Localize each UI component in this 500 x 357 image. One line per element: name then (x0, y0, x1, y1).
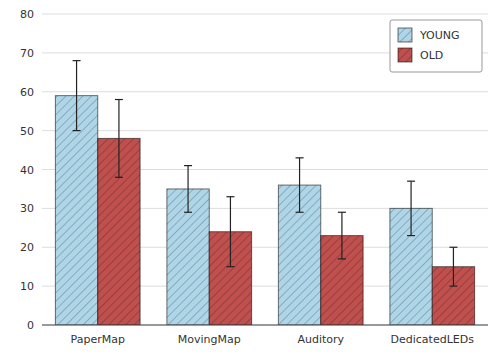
x-tick-label: Auditory (297, 333, 344, 346)
y-tick-label: 10 (20, 280, 34, 293)
y-tick-label: 50 (20, 125, 34, 138)
bars (55, 61, 474, 325)
chart-container: 0 10 20 30 40 50 60 70 80 PaperMap MovingMap Audito… (0, 0, 500, 357)
legend-box (390, 20, 482, 72)
error-bar (449, 247, 457, 286)
error-bar (73, 61, 81, 131)
x-tick-label: DedicatedLEDs (391, 333, 475, 346)
legend-swatch (398, 28, 412, 42)
y-tick-label: 40 (20, 164, 34, 177)
grid (42, 14, 488, 325)
y-tick-label: 80 (20, 8, 34, 21)
error-bar (296, 158, 304, 212)
x-axis (42, 325, 488, 326)
x-tick-label: PaperMap (71, 333, 125, 346)
error-bar (115, 100, 123, 178)
legend-swatch (398, 48, 412, 62)
legend: YOUNG OLD (390, 20, 482, 72)
error-bar (226, 197, 234, 267)
y-tick-label: 30 (20, 202, 34, 215)
chart: 0 10 20 30 40 50 60 70 80 PaperMap MovingMap Audito… (0, 0, 500, 357)
legend-label: YOUNG (419, 29, 460, 42)
bar (55, 96, 97, 325)
error-bar (184, 166, 192, 213)
y-tick-label: 70 (20, 47, 34, 60)
grid-line (42, 325, 488, 326)
grid-line (42, 14, 488, 15)
x-tick-label: MovingMap (178, 333, 241, 346)
error-bar (407, 181, 415, 235)
grid-line (42, 130, 488, 131)
y-tick-label: 60 (20, 86, 34, 99)
y-tick-label: 20 (20, 241, 34, 254)
grid-line (42, 91, 488, 92)
legend-label: OLD (420, 49, 443, 62)
y-tick-label: 0 (27, 319, 34, 332)
error-bar (338, 212, 346, 259)
